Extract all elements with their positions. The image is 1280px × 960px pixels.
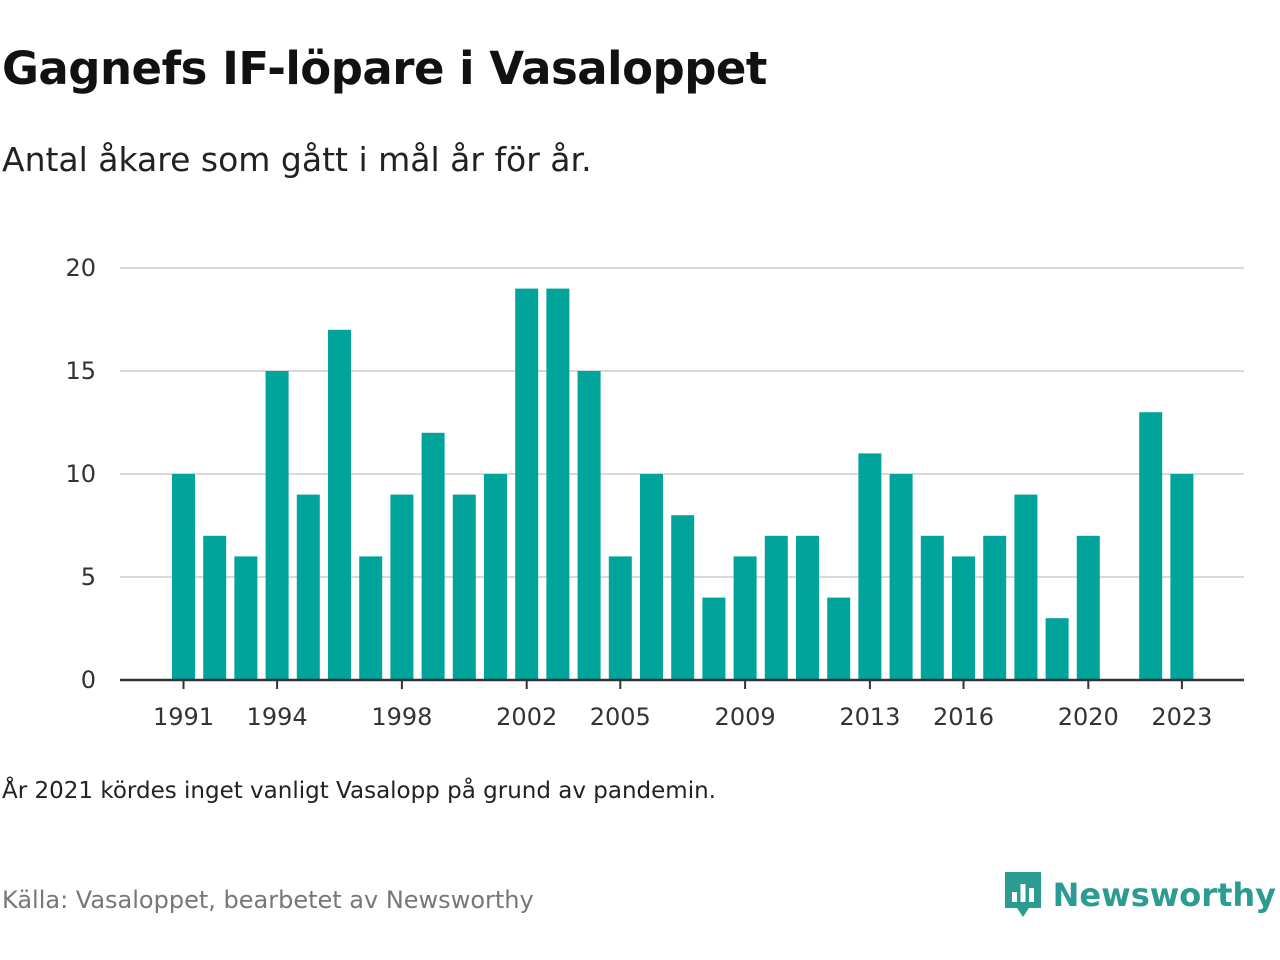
- x-tick-label: 2009: [715, 703, 776, 731]
- bar: [733, 556, 757, 680]
- bar: [796, 535, 819, 680]
- y-tick-label: 0: [81, 666, 96, 694]
- bar: [764, 535, 788, 680]
- source-credit: Källa: Vasaloppet, bearbetet av Newswort…: [2, 886, 534, 914]
- bar: [452, 494, 476, 680]
- x-axis-labels: 1991 1994 1998 2002 2005 2009 2013 2016 2020 2023: [153, 703, 1212, 731]
- bar: [889, 474, 913, 680]
- brand-name: Newsworthy: [1052, 876, 1276, 914]
- bar: [1076, 535, 1100, 680]
- y-tick-label: 20: [65, 254, 96, 282]
- bar: [515, 288, 539, 680]
- x-tick-label: 2020: [1058, 703, 1119, 731]
- y-tick-label: 15: [65, 357, 96, 385]
- x-tick-label: 1991: [153, 703, 214, 731]
- x-tick-label: 2013: [839, 703, 900, 731]
- x-tick-label: 2002: [496, 703, 557, 731]
- bar: [484, 474, 507, 680]
- x-axis: [120, 678, 1244, 689]
- bar: [827, 597, 851, 680]
- y-tick-label: 5: [81, 563, 96, 591]
- bar: [328, 329, 351, 680]
- bar: [421, 432, 445, 680]
- bar: [640, 474, 663, 680]
- bar: [1014, 494, 1038, 680]
- bar: [359, 556, 383, 680]
- bar: [671, 515, 695, 680]
- chart-title: Gagnefs IF-löpare i Vasaloppet: [2, 42, 767, 95]
- bar: [983, 535, 1007, 680]
- chart-note: År 2021 kördes inget vanligt Vasalopp på…: [2, 778, 716, 804]
- bar: [390, 494, 414, 680]
- newsworthy-logo-icon: [1004, 872, 1041, 917]
- bar: [702, 597, 726, 680]
- bar: [296, 494, 320, 680]
- newsworthy-logo: Newsworthy: [1003, 870, 1276, 920]
- bars: [172, 288, 1194, 680]
- bar: [172, 474, 195, 680]
- bar: [1045, 618, 1069, 680]
- bar: [265, 371, 289, 680]
- bar: [1139, 412, 1163, 680]
- x-tick-label: 2016: [933, 703, 994, 731]
- chart-subtitle: Antal åkare som gått i mål år för år.: [2, 140, 592, 179]
- x-tick-label: 2023: [1151, 703, 1212, 731]
- bar: [920, 535, 944, 680]
- x-tick-label: 1994: [247, 703, 308, 731]
- y-axis-labels: 0 5 10 15 20: [65, 254, 96, 694]
- x-tick-label: 2005: [590, 703, 651, 731]
- bar-chart: 0 5 10 15 20 1991 1994 1998 2002 2005 2009 2013 201…: [65, 254, 1244, 731]
- bar: [203, 535, 227, 680]
- bar: [577, 371, 601, 680]
- bar: [234, 556, 258, 680]
- x-tick-label: 1998: [371, 703, 432, 731]
- bar: [952, 556, 975, 680]
- bar: [1170, 474, 1194, 680]
- bar: [608, 556, 632, 680]
- y-tick-label: 10: [65, 460, 96, 488]
- bar: [546, 288, 570, 680]
- bar: [858, 453, 882, 680]
